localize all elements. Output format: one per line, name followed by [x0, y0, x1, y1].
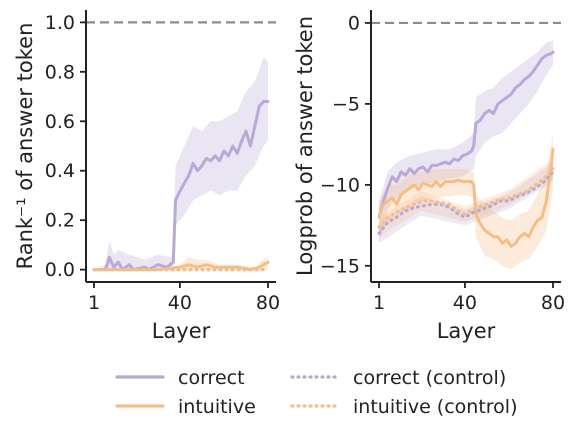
series-line-intuitive	[377, 147, 555, 248]
legend: correct intuitive correct (control) intuiti…	[115, 367, 517, 418]
x-tick-label: 40	[453, 292, 477, 314]
y-tick-label: 0.0	[45, 259, 75, 281]
x-axis-label: Layer	[437, 319, 496, 343]
y-tick-label: 0	[348, 12, 360, 34]
y-tick-label: 0.4	[45, 160, 75, 182]
right-chart-panel: 0 −5 −10 −15 1 40 80 Layer Logprob of answer tok…	[293, 10, 565, 343]
y-tick-label: 0.8	[45, 61, 75, 83]
series-line-correct	[377, 50, 555, 219]
y-tick-label: −5	[332, 93, 360, 115]
series-line-correct-control	[377, 170, 555, 235]
series-line-intuitive-control	[377, 167, 555, 229]
y-axis-label: Rank⁻¹ of answer token	[13, 23, 37, 270]
x-tick-label: 1	[373, 292, 385, 314]
x-tick-label: 80	[541, 292, 565, 314]
confidence-band-intuitive	[379, 133, 553, 269]
y-tick-label: −15	[320, 255, 360, 277]
y-axis-label: Logprob of answer token	[293, 16, 317, 276]
confidence-band-correct-control	[379, 162, 553, 244]
legend-label: correct (control)	[353, 367, 506, 389]
y-tick-label: 1.0	[45, 12, 75, 34]
x-axis-label: Layer	[152, 319, 211, 343]
x-tick-label: 40	[168, 292, 192, 314]
legend-label: intuitive	[178, 396, 256, 418]
confidence-band-correct	[379, 40, 553, 242]
y-tick-label: −10	[320, 174, 360, 196]
x-tick-label: 80	[256, 292, 280, 314]
legend-label: correct	[178, 367, 245, 389]
legend-label: intuitive (control)	[353, 396, 517, 418]
y-tick-label: 0.6	[45, 111, 75, 133]
confidence-band-intuitive-control	[379, 159, 553, 237]
x-tick-label: 1	[88, 292, 100, 314]
y-tick-label: 0.2	[45, 210, 75, 232]
left-chart-panel: 0.0 0.2 0.4 0.6 0.8 1.0 1 40 80 Layer Rank⁻¹ of an…	[13, 10, 280, 343]
confidence-band-correct	[94, 57, 268, 270]
